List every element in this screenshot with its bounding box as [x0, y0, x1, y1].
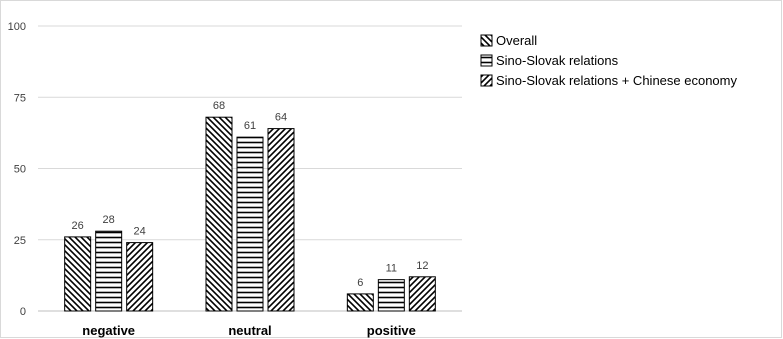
legend-swatch	[480, 54, 493, 67]
legend: Overall Sino-Slovak relations Sino-Slovak …	[480, 33, 737, 88]
x-axis: negative neutral positive	[82, 323, 416, 338]
x-category-label: negative	[82, 323, 135, 338]
data-labels: 26 28 24 68 61 64 6 11 12	[72, 100, 429, 289]
x-category-label: neutral	[228, 323, 271, 338]
y-tick-label: 0	[20, 306, 26, 318]
y-tick-label: 25	[14, 235, 26, 247]
data-label: 26	[72, 220, 84, 232]
legend-swatch	[480, 34, 493, 47]
data-label: 61	[244, 120, 256, 132]
bar-negative-1	[95, 230, 123, 312]
legend-label: Sino-Slovak relations + Chinese economy	[496, 73, 737, 88]
data-label: 24	[134, 226, 146, 238]
bar-neutral-2	[267, 128, 295, 312]
y-tick-label: 75	[14, 92, 26, 104]
bar-negative-0	[64, 236, 92, 312]
bar-positive-1	[377, 279, 405, 312]
bar-neutral-0	[205, 116, 233, 312]
bar-neutral-1	[236, 136, 264, 312]
legend-label: Sino-Slovak relations	[496, 53, 619, 68]
bar-positive-0	[346, 293, 374, 312]
bar-positive-2	[408, 276, 436, 312]
bars	[64, 116, 436, 312]
data-label: 28	[103, 214, 115, 226]
data-label: 68	[213, 100, 225, 112]
y-axis: 0 25 50 75 100	[8, 21, 26, 318]
legend-label: Overall	[496, 33, 537, 48]
y-tick-label: 50	[14, 164, 26, 176]
data-label: 11	[386, 263, 397, 275]
data-label: 12	[416, 260, 428, 272]
y-tick-label: 100	[8, 21, 26, 33]
bar-negative-2	[126, 242, 154, 312]
x-category-label: positive	[367, 323, 416, 338]
data-label: 6	[357, 277, 363, 289]
legend-swatch	[480, 74, 493, 87]
data-label: 64	[275, 112, 287, 124]
